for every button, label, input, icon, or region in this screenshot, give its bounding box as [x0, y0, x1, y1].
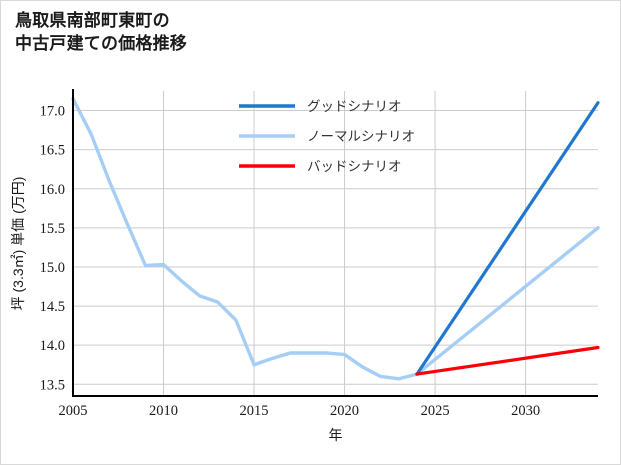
- x-tick-label: 2025: [421, 403, 450, 419]
- y-tick-label: 16.0: [40, 182, 65, 198]
- x-tick-label: 2030: [511, 403, 540, 419]
- x-tick-label: 2015: [240, 403, 269, 419]
- y-tick-label: 16.5: [40, 143, 65, 159]
- legend-label-2: バッドシナリオ: [307, 159, 402, 174]
- series-line-good: [415, 101, 600, 376]
- y-tick-label: 14.0: [40, 338, 65, 354]
- y-tick-label: 15.5: [40, 221, 65, 237]
- chart-title: 鳥取県南部町東町の 中古戸建ての価格推移: [15, 11, 187, 54]
- y-axis-tick-labels: 13.5 14.0 14.5 15.0 15.5 16.0 16.5 17.0: [40, 104, 65, 394]
- y-axis-title: 坪 (3.3㎡) 単価 (万円): [10, 177, 26, 311]
- axes: [72, 89, 598, 397]
- x-axis-tick-labels: 2005 2010 2015 2020 2025 2030: [59, 403, 541, 419]
- legend-label-1: ノーマルシナリオ: [307, 129, 415, 144]
- x-tick-label: 2005: [59, 403, 88, 419]
- y-tick-label: 13.5: [40, 377, 65, 393]
- x-tick-label: 2010: [149, 403, 178, 419]
- series-line-normal: [71, 97, 600, 381]
- x-tick-label: 2020: [330, 403, 359, 419]
- y-tick-label: 15.0: [40, 260, 65, 276]
- y-tick-label: 14.5: [40, 299, 65, 315]
- y-tick-label: 17.0: [40, 104, 65, 120]
- legend-label-0: グッドシナリオ: [307, 99, 402, 114]
- x-axis-title: 年: [329, 427, 343, 443]
- gridlines: [72, 91, 598, 396]
- data-series-group: [71, 97, 600, 381]
- series-line-bad: [415, 345, 600, 376]
